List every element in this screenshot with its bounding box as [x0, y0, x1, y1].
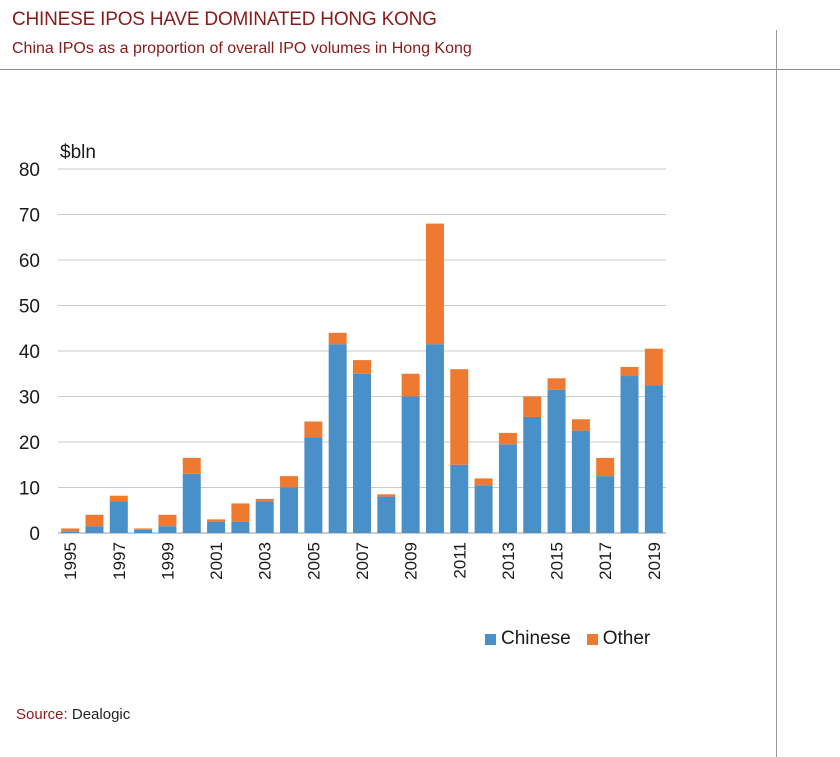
bar-chinese-1995 — [61, 531, 80, 533]
bar-chinese-2005 — [304, 437, 323, 533]
bar-chinese-2002 — [231, 521, 250, 533]
bar-chinese-2011 — [450, 464, 469, 533]
bar-other-2018 — [620, 366, 639, 377]
bar-other-1998 — [134, 528, 153, 530]
y-tick-label: 30 — [19, 388, 40, 409]
bar-chinese-2009 — [401, 396, 420, 533]
legend-label-other: Other — [602, 628, 651, 649]
y-tick-label: 80 — [19, 160, 40, 181]
bar-other-1996 — [85, 514, 104, 527]
bar-chinese-1999 — [158, 526, 177, 533]
y-tick-label: 60 — [19, 251, 40, 272]
x-tick-label: 1997 — [110, 542, 129, 580]
bar-other-2017 — [596, 457, 615, 477]
bar-other-2019 — [644, 348, 663, 386]
x-tick-label: 2009 — [402, 542, 421, 580]
bar-chinese-2019 — [644, 385, 663, 533]
legend-label-chinese: Chinese — [501, 628, 571, 649]
source-text: Dealogic — [71, 706, 131, 723]
bar-other-1997 — [109, 495, 128, 502]
bar-chinese-2001 — [207, 521, 226, 533]
x-tick-label: 1999 — [158, 542, 177, 580]
bar-chinese-2018 — [620, 376, 639, 533]
bar-other-2016 — [571, 419, 590, 431]
legend-item-other: Other — [586, 628, 651, 650]
legend-swatch-chinese — [485, 633, 496, 645]
chart-title: CHINESE IPOS HAVE DOMINATED HONG KONG — [12, 9, 437, 30]
bar-chinese-2014 — [523, 416, 542, 533]
header-divider — [0, 69, 840, 70]
bar-other-2014 — [523, 396, 542, 417]
bar-chinese-2012 — [474, 485, 493, 533]
bar-chinese-2007 — [353, 373, 371, 533]
legend-item-chinese: Chinese — [485, 628, 571, 650]
x-tick-label: 2015 — [548, 542, 567, 580]
y-tick-label: 70 — [19, 206, 40, 227]
bar-other-2010 — [425, 223, 444, 345]
bar-chinese-2004 — [280, 487, 299, 533]
y-tick-label: 0 — [29, 524, 40, 545]
bar-other-2015 — [547, 378, 566, 390]
x-tick-label: 2013 — [499, 542, 518, 580]
source-note: Source: Dealogic — [16, 706, 130, 723]
bar-chinese-2010 — [425, 344, 444, 533]
bar-other-2002 — [231, 503, 250, 522]
source-label: Source: — [16, 706, 68, 723]
bar-chinese-2008 — [377, 496, 396, 533]
bar-other-2004 — [280, 476, 299, 488]
bar-other-2003 — [255, 498, 274, 502]
bar-other-2006 — [328, 332, 347, 345]
bar-other-2013 — [498, 432, 517, 445]
bar-chinese-1997 — [109, 501, 128, 533]
x-tick-label: 2019 — [645, 542, 664, 580]
y-tick-label: 10 — [19, 479, 40, 500]
bar-chinese-2015 — [547, 389, 566, 533]
bar-other-2007 — [353, 360, 371, 374]
bar-other-2011 — [450, 369, 469, 465]
bar-chinese-2013 — [498, 444, 517, 533]
y-tick-label: 40 — [19, 342, 40, 363]
bar-other-2008 — [377, 494, 396, 497]
bar-chinese-2017 — [596, 476, 615, 533]
bar-chinese-2016 — [571, 430, 590, 533]
x-tick-label: 2017 — [596, 542, 615, 580]
x-tick-label: 2011 — [450, 542, 469, 579]
x-tick-label: 1995 — [61, 542, 80, 580]
bar-chinese-1996 — [85, 526, 104, 533]
bar-other-2005 — [304, 421, 323, 438]
y-unit-label: $bln — [60, 142, 96, 163]
x-tick-label: 2001 — [207, 542, 226, 580]
bar-other-1999 — [158, 514, 177, 527]
chart-subtitle: China IPOs as a proportion of overall IP… — [12, 40, 472, 57]
right-divider — [776, 30, 777, 757]
bar-chinese-1998 — [134, 529, 153, 533]
bar-chinese-2003 — [255, 501, 274, 533]
y-tick-label: 50 — [19, 297, 40, 318]
bar-other-2012 — [474, 478, 493, 486]
legend-swatch-other — [586, 633, 598, 645]
bar-other-2000 — [182, 457, 201, 474]
x-tick-label: 2005 — [304, 542, 323, 580]
chart-legend: Chinese Other — [485, 628, 666, 650]
bar-chinese-2000 — [182, 473, 201, 533]
bar-other-2001 — [207, 519, 226, 522]
bar-other-2009 — [401, 373, 420, 397]
bar-chinese-2006 — [328, 344, 347, 533]
bar-other-1995 — [61, 528, 80, 532]
x-tick-label: 2003 — [256, 542, 275, 580]
x-tick-label: 2007 — [353, 542, 372, 580]
y-tick-label: 20 — [19, 433, 40, 454]
